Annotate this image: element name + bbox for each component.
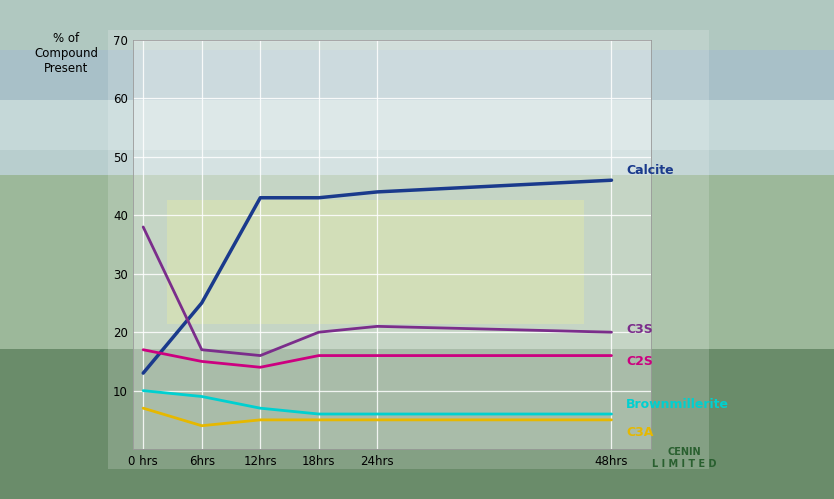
Bar	[0, 349, 834, 499]
Text: CENIN
L I M I T E D: CENIN L I M I T E D	[651, 448, 716, 469]
Text: C2S: C2S	[626, 355, 653, 368]
Bar	[167, 200, 584, 324]
Bar	[0, 150, 834, 200]
Text: Calcite: Calcite	[626, 164, 674, 177]
Bar	[0, 0, 834, 50]
Bar	[0, 100, 834, 150]
Text: C3A: C3A	[626, 426, 654, 439]
Bar	[0, 175, 834, 349]
Text: C3S: C3S	[626, 323, 653, 336]
Bar	[0, 50, 834, 100]
Text: Brownmillerite: Brownmillerite	[626, 398, 729, 411]
Text: % of
Compound
Present: % of Compound Present	[34, 32, 98, 75]
